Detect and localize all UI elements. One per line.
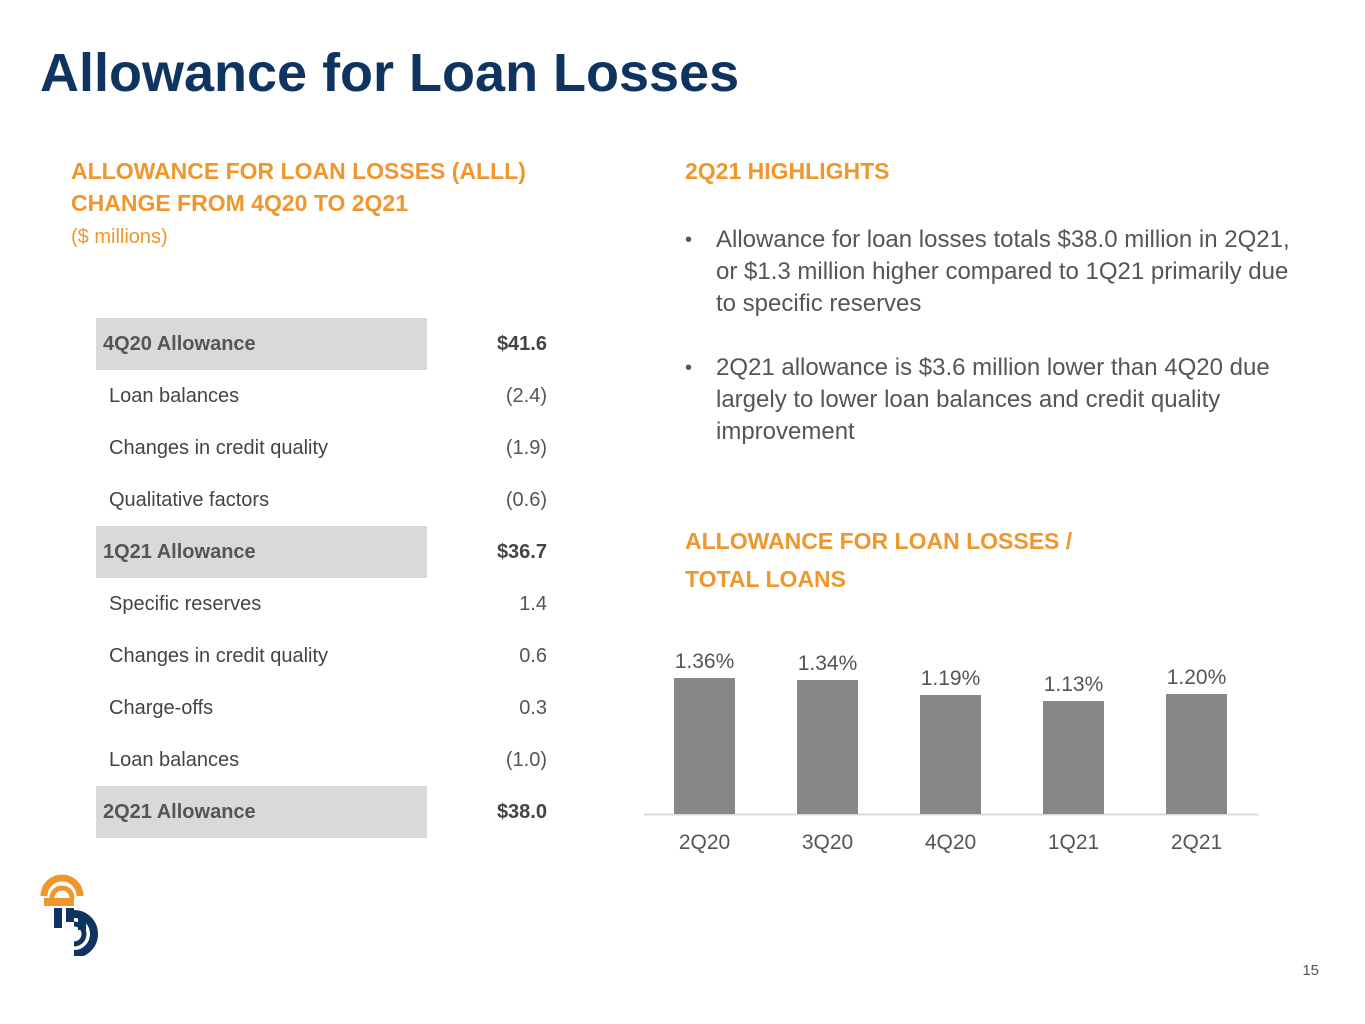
highlight-item: • 2Q21 allowance is $3.6 million lower th…	[685, 352, 1305, 448]
row-value: $38.0	[496, 801, 547, 823]
row-value: $36.7	[496, 541, 547, 563]
ratio-chart-heading: ALLOWANCE FOR LOAN LOSSES / TOTAL LOANS	[685, 522, 1072, 598]
bar-1Q21	[1043, 701, 1104, 814]
data-label: 1.13%	[1044, 673, 1104, 696]
bar-2Q20	[674, 678, 735, 814]
table-row: Loan balances (2.4)	[96, 370, 556, 422]
allowance-ratio-chart: 1.36% 2Q20 1.34% 3Q20 1.19% 4Q20 1.13% 1Q21 1.20…	[640, 630, 1260, 870]
row-value: 1.4	[519, 593, 547, 615]
row-label: 4Q20 Allowance	[96, 318, 427, 370]
x-tick-label: 2Q20	[679, 831, 730, 854]
row-label: Loan balances	[109, 749, 240, 771]
table-row: Loan balances (1.0)	[96, 734, 556, 786]
bar-3Q20	[797, 680, 858, 814]
row-value: (2.4)	[505, 385, 547, 407]
table-row: Changes in credit quality 0.6	[96, 630, 556, 682]
x-tick-label: 4Q20	[925, 831, 976, 854]
table-row: Qualitative factors (0.6)	[96, 474, 556, 526]
table-row: Specific reserves 1.4	[96, 578, 556, 630]
ratio-heading-line1: ALLOWANCE FOR LOAN LOSSES /	[685, 528, 1073, 554]
table-row: Charge-offs 0.3	[96, 682, 556, 734]
bar-4Q20	[920, 695, 981, 814]
row-label: 1Q21 Allowance	[96, 526, 427, 578]
page-number: 15	[1302, 962, 1319, 979]
row-label: Specific reserves	[109, 593, 262, 615]
row-value: (0.6)	[505, 489, 547, 511]
ratio-heading-line2: TOTAL LOANS	[685, 566, 846, 592]
data-label: 1.36%	[675, 650, 735, 673]
highlight-text: Allowance for loan losses totals $38.0 m…	[716, 226, 1290, 317]
alll-heading-line2: CHANGE FROM 4Q20 TO 2Q21	[71, 190, 408, 216]
page-title: Allowance for Loan Losses	[40, 43, 740, 103]
bullet-icon: •	[685, 229, 693, 251]
x-tick-label: 1Q21	[1048, 831, 1099, 854]
company-logo-icon	[38, 874, 120, 958]
alll-table: 4Q20 Allowance $41.6 Loan balances (2.4) Cha…	[96, 318, 556, 838]
table-total-row: 1Q21 Allowance $36.7	[96, 526, 556, 578]
alll-change-heading: ALLOWANCE FOR LOAN LOSSES (ALLL) CHANGE …	[71, 155, 526, 219]
data-label: 1.20%	[1167, 666, 1227, 689]
table-total-row: 2Q21 Allowance $38.0	[96, 786, 556, 838]
units-label: ($ millions)	[71, 226, 168, 248]
bar-2Q21	[1166, 694, 1227, 814]
highlight-text: 2Q21 allowance is $3.6 million lower tha…	[716, 354, 1270, 445]
alll-heading-line1: ALLOWANCE FOR LOAN LOSSES (ALLL)	[71, 158, 526, 184]
data-label: 1.34%	[798, 652, 858, 675]
highlights-list: • Allowance for loan losses totals $38.0 …	[685, 224, 1305, 480]
row-label: Loan balances	[109, 385, 240, 407]
row-label: Charge-offs	[109, 697, 214, 719]
table-row: Changes in credit quality (1.9)	[96, 422, 556, 474]
row-value: (1.0)	[505, 749, 547, 771]
row-label: Changes in credit quality	[109, 437, 329, 459]
row-label: Changes in credit quality	[109, 645, 329, 667]
row-value: $41.6	[496, 333, 547, 355]
row-label: Qualitative factors	[109, 489, 270, 511]
x-tick-label: 2Q21	[1171, 831, 1222, 854]
table-total-row: 4Q20 Allowance $41.6	[96, 318, 556, 370]
chart-svg: 1.36% 2Q20 1.34% 3Q20 1.19% 4Q20 1.13% 1Q21 1.20…	[644, 650, 1258, 854]
x-tick-label: 3Q20	[802, 831, 853, 854]
row-value: (1.9)	[505, 437, 547, 459]
highlight-item: • Allowance for loan losses totals $38.0 …	[685, 224, 1305, 320]
bullet-icon: •	[685, 357, 693, 379]
row-value: 0.6	[519, 645, 547, 667]
row-value: 0.3	[519, 697, 547, 719]
highlights-heading: 2Q21 HIGHLIGHTS	[685, 158, 890, 184]
data-label: 1.19%	[921, 667, 981, 690]
row-label: 2Q21 Allowance	[96, 786, 427, 838]
